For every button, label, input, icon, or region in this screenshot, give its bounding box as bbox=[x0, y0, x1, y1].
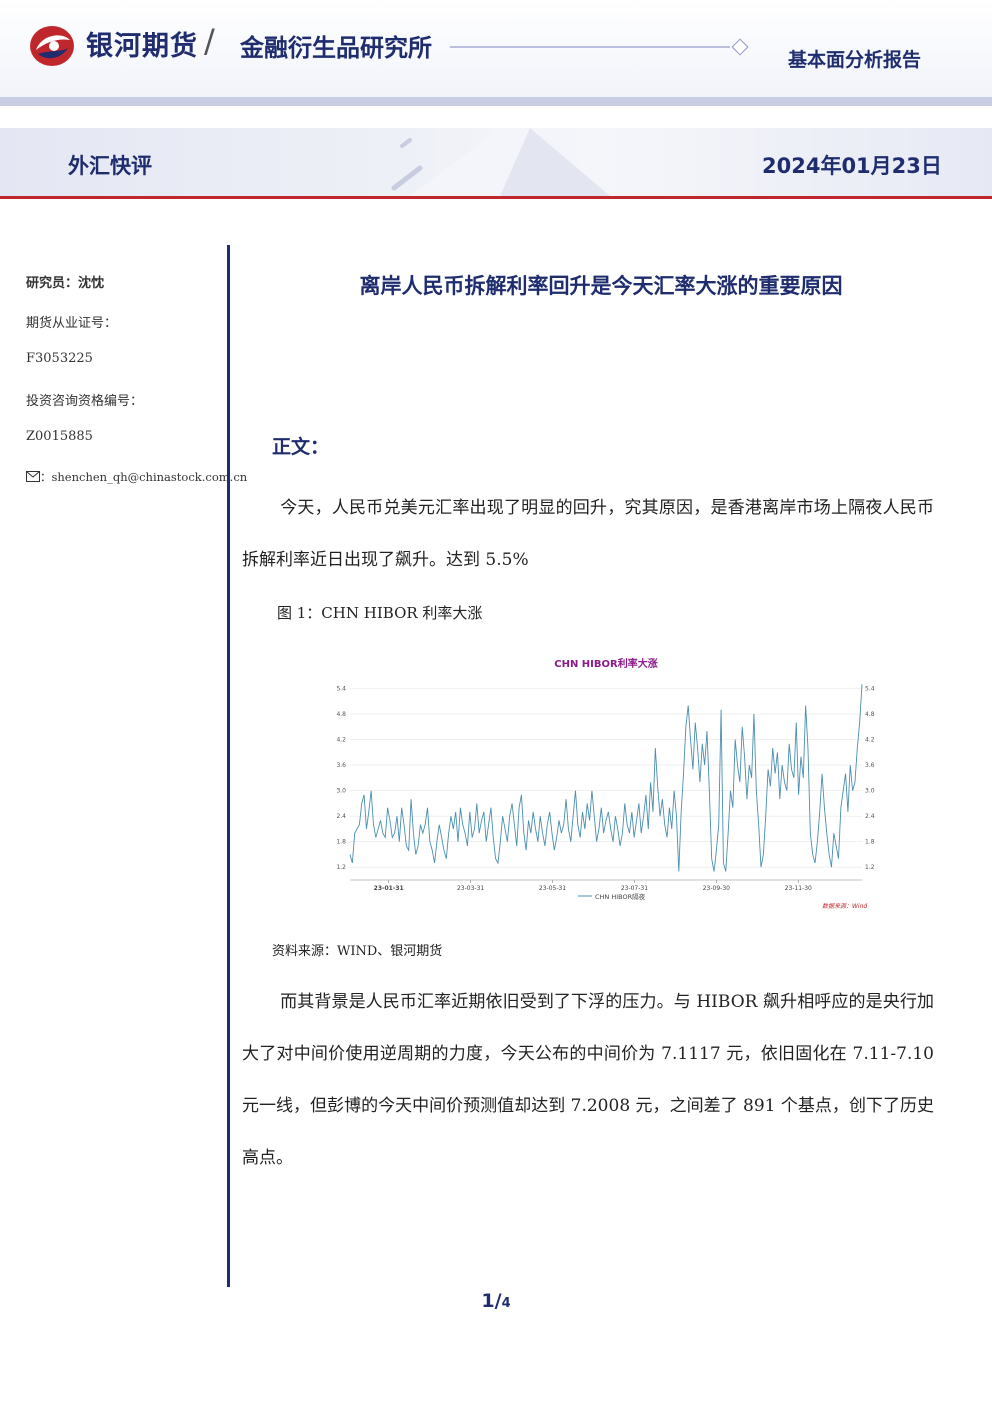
report-date: 2024年01月23日 bbox=[762, 154, 942, 178]
mail-icon bbox=[26, 471, 40, 482]
paragraph-1: 今天，人民币兑美元汇率出现了明显的回升，究其原因，是香港离岸市场上隔夜人民币拆解… bbox=[242, 482, 934, 586]
x-tick-label: 23-09-30 bbox=[703, 885, 730, 892]
advisory-license-value: Z0015885 bbox=[26, 429, 93, 444]
chart-title: CHN HIBOR利率大涨 bbox=[554, 657, 657, 670]
y-tick-label-left: 5.4 bbox=[336, 686, 346, 693]
futures-license-label: 期货从业证号： bbox=[26, 316, 118, 331]
y-axis-right: 1.2 1.8 2.4 3.0 3.6 4.2 4.8 5.4 bbox=[865, 686, 875, 872]
hibor-chart: CHN HIBOR利率大涨 1.2 1.8 2.4 3.0 3.6 4.2 4.8 5.4 1… bbox=[336, 657, 875, 910]
galaxy-futures-logo-icon bbox=[30, 26, 74, 66]
y-tick-label-left: 4.8 bbox=[336, 711, 346, 718]
futures-license-value: F3053225 bbox=[26, 351, 93, 366]
data-source: 资料来源：WIND、银河期货 bbox=[272, 944, 443, 959]
brand-name: 银河期货 bbox=[86, 31, 198, 62]
x-tick-label: 23-11-30 bbox=[785, 885, 812, 892]
page-current: 1 bbox=[481, 1290, 495, 1312]
paragraph-2: 而其背景是人民币汇率近期依旧受到了下浮的压力。与 HIBOR 飙升相呼应的是央行… bbox=[242, 976, 934, 1184]
section-heading: 正文： bbox=[272, 436, 330, 458]
chart-source-note: 数据来源：Wind bbox=[822, 902, 867, 910]
y-tick-label-right: 2.4 bbox=[865, 813, 875, 820]
page-header bbox=[0, 0, 992, 100]
banner-red-line bbox=[0, 196, 992, 199]
advisory-license-label: 投资咨询资格编号： bbox=[26, 394, 144, 409]
article-title: 离岸人民币拆解利率回升是今天汇率大涨的重要原因 bbox=[359, 274, 843, 298]
series-line-chn-hibor bbox=[349, 684, 863, 872]
column-name: 外汇快评 bbox=[68, 154, 152, 178]
email-link[interactable]: shenchen_qh@chinastock.com.cn bbox=[51, 470, 248, 484]
report-type: 基本面分析报告 bbox=[788, 49, 922, 71]
y-tick-label-left: 3.6 bbox=[336, 762, 346, 769]
x-tick-label: 23-01-31 bbox=[374, 885, 404, 892]
legend-label: CHN HIBOR隔夜 bbox=[595, 892, 646, 901]
y-tick-label-right: 3.0 bbox=[865, 788, 875, 795]
chart-grid bbox=[350, 688, 862, 868]
y-tick-label-left: 1.8 bbox=[336, 839, 346, 846]
y-tick-label-right: 1.2 bbox=[865, 864, 875, 871]
y-tick-label-left: 1.2 bbox=[336, 864, 346, 871]
x-axis: 23-01-31 23-03-31 23-05-31 23-07-31 23-09-30… bbox=[350, 879, 862, 892]
y-tick-label-left: 3.0 bbox=[336, 788, 346, 795]
page-separator: / bbox=[494, 1290, 502, 1312]
y-tick-label-right: 5.4 bbox=[865, 686, 875, 693]
x-tick-label: 23-03-31 bbox=[457, 885, 484, 892]
y-tick-label-right: 3.6 bbox=[865, 762, 875, 769]
header-slash: / bbox=[204, 22, 215, 60]
header-divider-line bbox=[450, 46, 730, 48]
y-tick-label-left: 4.2 bbox=[336, 737, 346, 744]
y-tick-label-right: 4.8 bbox=[865, 711, 875, 718]
y-tick-label-left: 2.4 bbox=[336, 813, 346, 820]
paragraph-2-text: 而其背景是人民币汇率近期依旧受到了下浮的压力。与 HIBOR 飙升相呼应的是央行… bbox=[242, 992, 934, 1168]
page-number: 1/4 bbox=[0, 1290, 992, 1312]
x-tick-label: 23-07-31 bbox=[621, 885, 648, 892]
y-tick-label-right: 1.8 bbox=[865, 839, 875, 846]
y-tick-label-right: 4.2 bbox=[865, 737, 875, 744]
figure-caption: 图 1：CHN HIBOR 利率大涨 bbox=[277, 604, 483, 622]
x-tick-label: 23-05-31 bbox=[539, 885, 566, 892]
paragraph-1-text: 今天，人民币兑美元汇率出现了明显的回升，究其原因，是香港离岸市场上隔夜人民币拆解… bbox=[242, 498, 934, 570]
header-bar bbox=[0, 97, 992, 106]
institute-name: 金融衍生品研究所 bbox=[240, 34, 432, 62]
banner-decoration-icon bbox=[391, 128, 640, 196]
researcher-name: 研究员：沈忱 bbox=[26, 276, 105, 291]
y-axis-left: 1.2 1.8 2.4 3.0 3.6 4.2 4.8 5.4 bbox=[336, 686, 346, 872]
email-prefix: ： bbox=[40, 470, 52, 484]
email-line: ：shenchen_qh@chinastock.com.cn bbox=[26, 469, 247, 485]
page-total: 4 bbox=[501, 1296, 511, 1311]
sidebar-divider bbox=[227, 245, 230, 1287]
